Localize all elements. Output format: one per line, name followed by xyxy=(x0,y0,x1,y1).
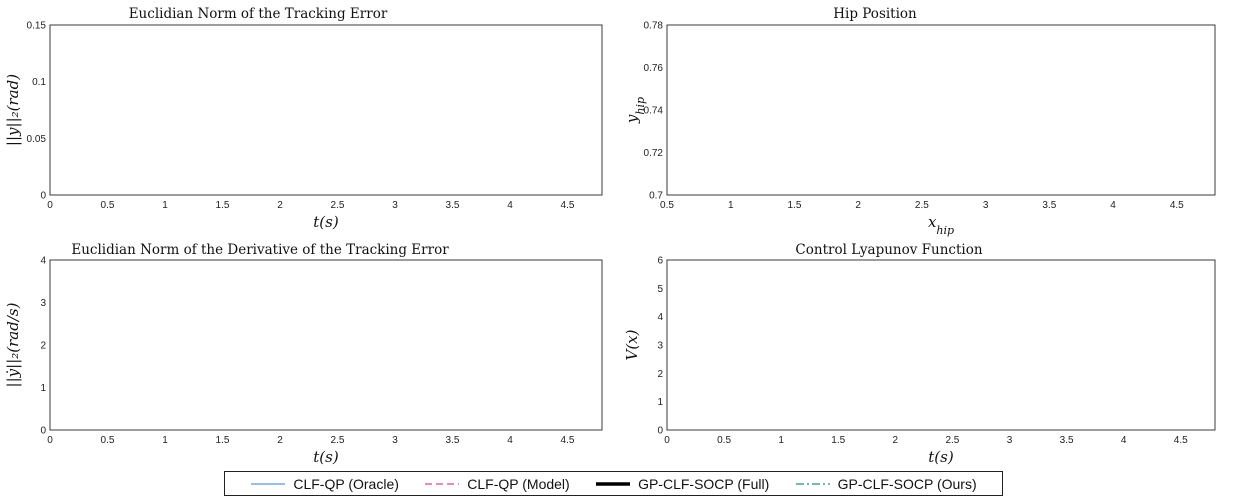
plot-frame xyxy=(666,259,1216,431)
x-tick-label: 2.5 xyxy=(915,200,929,211)
x-tick-label: 1 xyxy=(728,200,734,211)
y-axis-label: V(x) xyxy=(623,329,641,360)
x-tick-label: 4.5 xyxy=(561,200,575,211)
x-tick-label: 4.5 xyxy=(561,435,575,446)
y-tick-label: 0.72 xyxy=(644,148,664,159)
y-tick-label: 0.78 xyxy=(644,21,664,32)
x-tick-label: 3 xyxy=(983,200,989,211)
x-tick-label: 1.5 xyxy=(787,200,801,211)
x-tick-label: 2 xyxy=(893,435,899,446)
x-tick-label: 4.5 xyxy=(1174,435,1188,446)
y-tick-label: 0.05 xyxy=(27,134,47,145)
x-tick-label: 1 xyxy=(778,435,784,446)
x-tick-label: 1.5 xyxy=(216,200,230,211)
legend-item: CLF-QP (Model) xyxy=(424,475,570,492)
legend-swatch xyxy=(795,482,830,485)
legend-label: CLF-QP (Oracle) xyxy=(293,475,399,492)
legend-item: CLF-QP (Oracle) xyxy=(250,476,399,492)
x-tick-label: 4 xyxy=(507,200,513,211)
legend-item: GP-CLF-SOCP (Ours) xyxy=(795,476,977,492)
y-tick-label: 0.7 xyxy=(649,191,663,202)
lyapunov-plot: Control Lyapunov Function 0 0.5 1 1.5 2 2.5 3 3… xyxy=(623,242,1216,466)
derivative-error-title: Euclidian Norm of the Derivative of the … xyxy=(71,242,449,258)
y-tick-label: 2 xyxy=(40,341,46,352)
x-tick-label: 4 xyxy=(1121,435,1127,446)
y-tick-label: 0.1 xyxy=(32,77,46,88)
x-tick-label: 1 xyxy=(162,200,168,211)
x-tick-label: 0.5 xyxy=(101,435,115,446)
x-tick-label: 3 xyxy=(392,200,398,211)
legend: CLF-QP (Oracle) CLF-QP (Model) GP-CLF-SOCP… xyxy=(224,471,1003,496)
x-tick-label: 1.5 xyxy=(216,435,230,446)
x-tick-label: 1.5 xyxy=(831,435,845,446)
y-tick-label: 0 xyxy=(40,191,46,202)
y-tick-label: 0.74 xyxy=(644,106,664,117)
x-tick-label: 3 xyxy=(392,435,398,446)
x-tick-label: 2 xyxy=(277,200,283,211)
legend-swatch xyxy=(251,482,286,485)
x-axis-label: t(s) xyxy=(928,448,954,466)
x-tick-label: 1 xyxy=(162,435,168,446)
x-tick-label: 4 xyxy=(1110,200,1116,211)
plot-frame xyxy=(49,24,603,196)
x-axis-label: t(s) xyxy=(313,448,339,466)
x-tick-label: 4 xyxy=(507,435,513,446)
y-tick-label: 3 xyxy=(657,341,663,352)
y-tick-label: 0.76 xyxy=(644,63,664,74)
plot-frame xyxy=(666,24,1216,196)
y-tick-label: 1 xyxy=(40,383,46,394)
y-tick-label: 5 xyxy=(657,284,663,295)
legend-swatch xyxy=(596,481,631,486)
x-tick-label: 3.5 xyxy=(1042,200,1056,211)
x-tick-label: 0 xyxy=(664,435,670,446)
y-tick-label: 2 xyxy=(657,369,663,380)
x-tick-label: 2.5 xyxy=(331,200,345,211)
y-tick-label: 3 xyxy=(40,298,46,309)
y-tick-label: 6 xyxy=(657,256,663,267)
hip-position-plot: Hip Position 0.5 1 1.5 2 2.5 3 3.5 4 4.5 0.7 0.72 0… xyxy=(623,6,1216,237)
x-tick-label: 2.5 xyxy=(945,435,959,446)
x-tick-label: 2.5 xyxy=(331,435,345,446)
legend-label: GP-CLF-SOCP (Ours) xyxy=(837,475,977,492)
y-tick-label: 4 xyxy=(657,312,663,323)
tracking-error-title: Euclidian Norm of the Tracking Error xyxy=(129,6,388,22)
legend-swatch xyxy=(425,482,460,485)
plot-frame xyxy=(49,259,603,431)
x-tick-label: 0 xyxy=(47,435,53,446)
x-tick-label: 3.5 xyxy=(446,200,460,211)
legend-item: GP-CLF-SOCP (Full) xyxy=(595,476,769,492)
x-tick-label: 0.5 xyxy=(717,435,731,446)
x-axis-label: t(s) xyxy=(313,213,339,231)
legend-label: CLF-QP (Model) xyxy=(467,475,570,492)
x-tick-label: 4.5 xyxy=(1170,200,1184,211)
x-tick-label: 0.5 xyxy=(101,200,115,211)
y-axis-label: ||ẏ||₂(rad/s) xyxy=(4,302,22,387)
figure: Euclidian Norm of the Tracking Error 0 0.… xyxy=(4,6,1216,466)
x-tick-label: 2 xyxy=(277,435,283,446)
y-axis-label: ||y||₂(rad) xyxy=(4,74,22,146)
x-tick-label: 3.5 xyxy=(446,435,460,446)
y-tick-label: 0.15 xyxy=(27,21,47,32)
derivative-error-plot: Euclidian Norm of the Derivative of the … xyxy=(4,242,603,466)
x-axis-label: xhip xyxy=(928,213,954,237)
y-axis-label: yhip xyxy=(623,97,647,124)
y-tick-label: 0 xyxy=(657,426,663,437)
x-tick-label: 3 xyxy=(1007,435,1013,446)
y-tick-label: 1 xyxy=(657,397,663,408)
legend-label: GP-CLF-SOCP (Full) xyxy=(638,475,770,492)
x-tick-label: 2 xyxy=(855,200,861,211)
y-tick-label: 4 xyxy=(40,256,46,267)
y-tick-label: 0 xyxy=(40,426,46,437)
lyapunov-title: Control Lyapunov Function xyxy=(795,242,982,258)
hip-position-title: Hip Position xyxy=(833,6,917,22)
tracking-error-plot: Euclidian Norm of the Tracking Error 0 0.… xyxy=(4,6,603,231)
x-tick-label: 3.5 xyxy=(1060,435,1074,446)
x-tick-label: 0 xyxy=(47,200,53,211)
x-tick-label: 0.5 xyxy=(660,200,674,211)
